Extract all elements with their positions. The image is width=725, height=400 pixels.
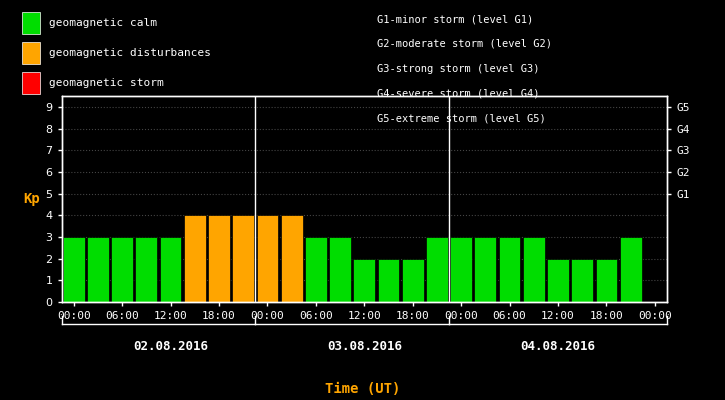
Text: geomagnetic disturbances: geomagnetic disturbances [49,48,210,58]
Bar [547,259,569,302]
Bar [111,237,133,302]
Bar [378,259,399,302]
Bar [63,237,85,302]
Bar [329,237,351,302]
Bar [523,237,544,302]
Text: G2-moderate storm (level G2): G2-moderate storm (level G2) [377,39,552,49]
Text: G5-extreme storm (level G5): G5-extreme storm (level G5) [377,113,546,123]
Bar [353,259,376,302]
Bar [571,259,593,302]
Bar [232,215,254,302]
Bar [499,237,521,302]
Bar [160,237,181,302]
Text: G3-strong storm (level G3): G3-strong storm (level G3) [377,64,539,74]
Bar [402,259,423,302]
Bar [184,215,206,302]
Bar [257,215,278,302]
Bar [281,215,302,302]
Bar [620,237,642,302]
Bar [426,237,448,302]
Text: G4-severe storm (level G4): G4-severe storm (level G4) [377,88,539,98]
Text: Time (UT): Time (UT) [325,382,400,396]
Text: 04.08.2016: 04.08.2016 [521,340,595,353]
Bar [474,237,497,302]
Text: G1-minor storm (level G1): G1-minor storm (level G1) [377,14,534,24]
Text: geomagnetic calm: geomagnetic calm [49,18,157,28]
Bar [87,237,109,302]
Bar [136,237,157,302]
Y-axis label: Kp: Kp [23,192,40,206]
Bar [305,237,327,302]
Text: 02.08.2016: 02.08.2016 [133,340,208,353]
Text: geomagnetic storm: geomagnetic storm [49,78,163,88]
Bar [450,237,472,302]
Bar [595,259,618,302]
Bar [208,215,230,302]
Text: 03.08.2016: 03.08.2016 [327,340,402,353]
